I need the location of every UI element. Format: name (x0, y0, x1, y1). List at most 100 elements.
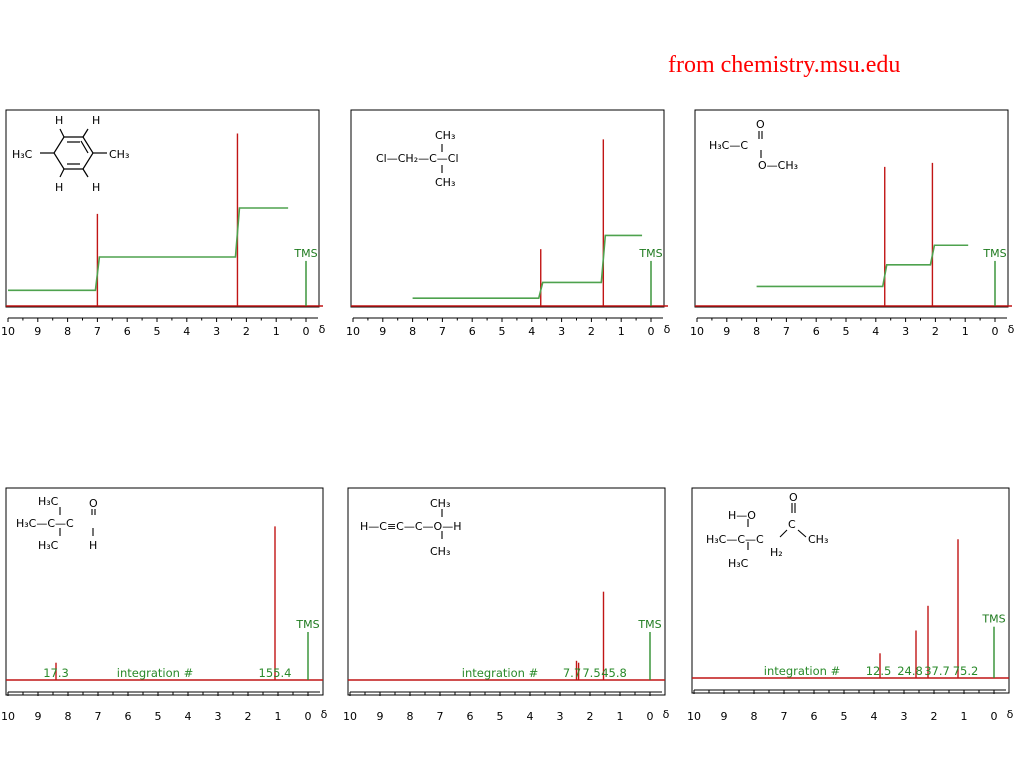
x-tick-label: 0 (647, 710, 654, 723)
atom-label: H (55, 114, 63, 127)
x-tick-label: 8 (409, 325, 416, 338)
spectrum-methylbutynol: CH₃ H—C≡C—C—O—H CH₃ 10 9 8 7 6 5 4 3 2 1 0 δTMSinte… (343, 487, 670, 723)
plot-frame (694, 109, 1009, 308)
x-tick-label: 8 (407, 710, 414, 723)
x-tick-label: 4 (183, 325, 190, 338)
atom-label: H₂ (770, 546, 783, 559)
integration-label: 7.7 (563, 666, 581, 680)
tms-label: TMS (638, 247, 662, 260)
plot-frame (347, 487, 666, 696)
x-tick-label: 9 (721, 710, 728, 723)
x-tick-label: 9 (35, 710, 42, 723)
atom-label: H₃C—C—C (16, 517, 74, 530)
atom-label: CH₃ (435, 129, 455, 142)
x-tick-label: 6 (811, 710, 818, 723)
x-tick-label: 1 (273, 325, 280, 338)
atom-label: O (89, 497, 98, 510)
integration-label: integration # (117, 666, 193, 680)
atom-label: H₃C (38, 539, 59, 552)
atom-label: H₃C—C (709, 139, 748, 152)
integration-curve (756, 244, 969, 288)
atom-label: H (92, 114, 100, 127)
integration-curve (412, 234, 643, 299)
x-tick-label: 4 (527, 710, 534, 723)
x-tick-label: 2 (245, 710, 252, 723)
x-tick-label: 8 (64, 325, 71, 338)
tms-label: TMS (981, 613, 1005, 626)
x-tick-label: 10 (687, 710, 701, 723)
x-tick-label: 5 (499, 325, 506, 338)
x-tick-label: 1 (618, 325, 625, 338)
x-tick-label: 10 (343, 710, 357, 723)
atom-label: H₃C—C—C (706, 533, 764, 546)
x-tick-label: 3 (213, 325, 220, 338)
x-tick-label: 5 (155, 710, 162, 723)
atom-label: C (788, 518, 796, 531)
atom-label: H₃C (12, 148, 33, 161)
atom-label: CH₃ (808, 533, 828, 546)
x-tick-label: 3 (557, 710, 564, 723)
atom-label: CH₃ (430, 497, 450, 510)
integration-label: 155.4 (259, 666, 292, 680)
tms-label: TMS (637, 618, 661, 631)
spectrum-hydroxy-methylpentanone: H—O O H₃C—C—C C CH₃ H₂ H₃C 10 9 8 7 6 5 4 3 2 1 0 δ… (687, 487, 1014, 723)
x-tick-label: 7 (95, 710, 102, 723)
x-tick-label: 5 (841, 710, 848, 723)
x-tick-label: 2 (587, 710, 594, 723)
x-tick-label: 9 (377, 710, 384, 723)
x-tick-label: 3 (558, 325, 565, 338)
x-tick-label: 7 (94, 325, 101, 338)
x-tick-label: 3 (215, 710, 222, 723)
x-tick-label: 10 (690, 325, 704, 338)
x-tick-label: 7 (781, 710, 788, 723)
integration-label: 7.5 (582, 666, 600, 680)
x-axis-unit: δ (1008, 323, 1015, 336)
atom-label: H (89, 539, 97, 552)
tms-label: TMS (293, 247, 317, 260)
atom-label: H (55, 181, 63, 194)
plot-frame (5, 109, 320, 308)
atom-label: H—C≡C—C—O—H (360, 520, 461, 533)
integration-label: 17.3 (43, 666, 69, 680)
atom-label: CH₃ (109, 148, 129, 161)
x-tick-label: 9 (34, 325, 41, 338)
molecule-structure: CH₃ H—C≡C—C—O—H CH₃ (360, 497, 461, 558)
x-tick-label: 1 (962, 325, 969, 338)
x-tick-label: 5 (843, 325, 850, 338)
plot-frame (350, 109, 665, 308)
x-axis-unit: δ (664, 323, 671, 336)
x-tick-label: 7 (437, 710, 444, 723)
atom-label: H (92, 181, 100, 194)
x-axis-unit: δ (321, 708, 328, 721)
x-tick-label: 9 (379, 325, 386, 338)
tms-label: TMS (295, 618, 319, 631)
integration-curve (8, 207, 289, 292)
x-tick-label: 5 (497, 710, 504, 723)
x-tick-label: 8 (65, 710, 72, 723)
atom-label: H₃C (728, 557, 749, 570)
tms-label: TMS (982, 247, 1006, 260)
x-tick-label: 2 (932, 325, 939, 338)
atom-label: CH₃ (430, 545, 450, 558)
x-tick-label: 0 (648, 325, 655, 338)
molecule-structure: H H H₃C CH₃ H H (12, 114, 129, 194)
plot-frame (691, 487, 1010, 694)
x-tick-label: 10 (1, 325, 15, 338)
x-tick-label: 8 (753, 325, 760, 338)
x-tick-label: 0 (991, 710, 998, 723)
atom-label: O (789, 491, 798, 504)
x-tick-label: 6 (469, 325, 476, 338)
source-credit: from chemistry.msu.edu (668, 52, 901, 78)
x-tick-label: 9 (723, 325, 730, 338)
x-tick-label: 6 (813, 325, 820, 338)
x-tick-label: 1 (961, 710, 968, 723)
molecule-structure: O H₃C—C O—CH₃ (709, 118, 798, 172)
atom-label: H₃C (38, 495, 59, 508)
atom-label: Cl—CH₂—C—Cl (376, 152, 459, 165)
plot-frame (5, 487, 324, 696)
x-axis-unit: δ (663, 708, 670, 721)
x-tick-label: 8 (751, 710, 758, 723)
x-tick-label: 2 (588, 325, 595, 338)
x-tick-label: 0 (305, 710, 312, 723)
